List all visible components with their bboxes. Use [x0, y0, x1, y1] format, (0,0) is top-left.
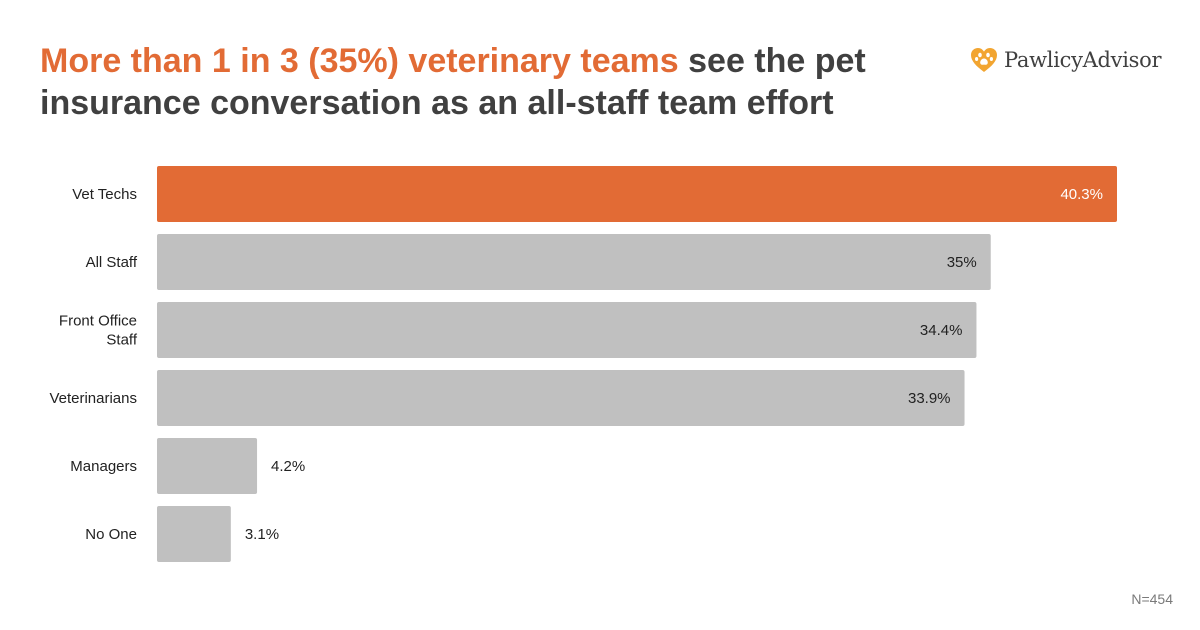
heart-paw-icon: [971, 48, 997, 72]
category-label: Vet Techs: [72, 186, 137, 203]
bar: [157, 302, 977, 358]
value-label: 33.9%: [908, 390, 951, 407]
bar: [157, 234, 991, 290]
category-label: No One: [85, 526, 137, 543]
title-rest: see the pet insurance conversation as an…: [40, 42, 866, 122]
value-label: 35%: [947, 254, 977, 271]
chart-title: More than 1 in 3 (35%) veterinary teams …: [40, 40, 940, 124]
value-label: 40.3%: [1060, 186, 1103, 203]
bar: [157, 370, 965, 426]
category-label: Staff: [106, 332, 137, 349]
value-label: 34.4%: [920, 322, 963, 339]
category-label: Managers: [70, 458, 137, 475]
category-label: Front Office: [59, 313, 137, 330]
bar: [157, 506, 231, 562]
sample-size-note: N=454: [1131, 591, 1173, 607]
value-label: 4.2%: [271, 458, 305, 475]
category-label: All Staff: [86, 254, 138, 271]
value-label: 3.1%: [245, 526, 279, 543]
category-label: Veterinarians: [49, 390, 137, 407]
title-highlight: More than 1 in 3 (35%) veterinary teams: [40, 42, 679, 80]
bar: [157, 166, 1117, 222]
brand-name: PawlicyAdvisor: [1004, 48, 1162, 72]
brand-logo: PawlicyAdvisor: [970, 47, 1161, 73]
bar: [157, 438, 258, 494]
